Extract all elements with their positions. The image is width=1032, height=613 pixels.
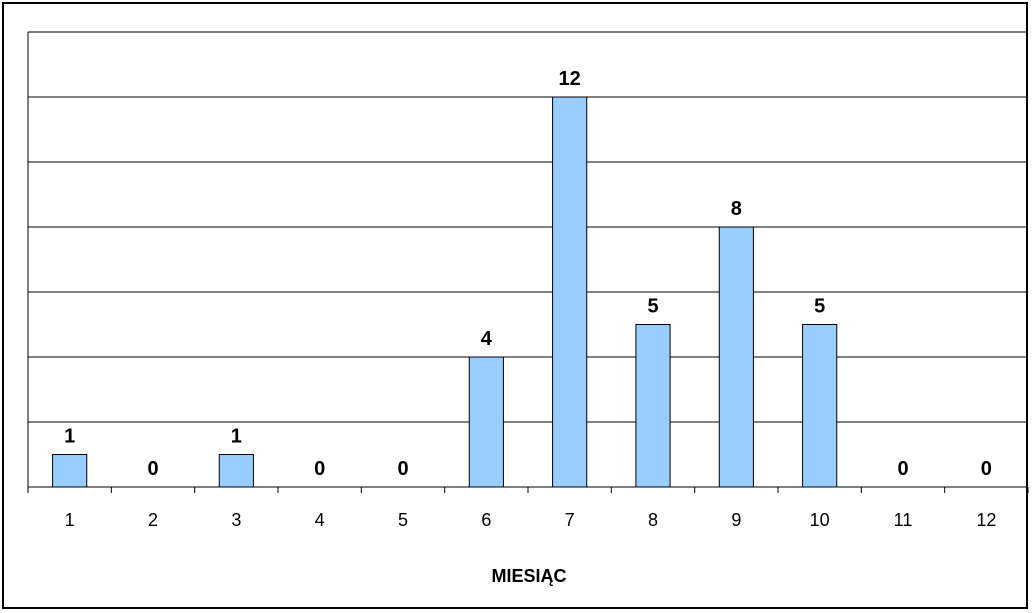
x-tick-label: 2 [148,510,158,530]
x-tick-label: 5 [398,510,408,530]
bar [635,324,671,488]
bars [52,96,838,488]
x-tick-label: 12 [976,510,996,530]
data-label: 0 [147,458,158,480]
data-label: 0 [981,458,992,480]
data-labels: 1 0 1 0 0 4 12 5 8 5 0 0 [64,68,992,480]
x-tick-label: 8 [648,510,658,530]
data-label: 0 [397,458,408,480]
gridlines [28,96,1028,423]
data-label: 5 [647,296,658,318]
x-tick-label: 1 [65,510,75,530]
bar [802,324,838,488]
data-label: 4 [481,328,493,350]
x-tick-label: 3 [231,510,241,530]
x-tick-label: 4 [315,510,325,530]
x-tick-label: 7 [565,510,575,530]
bar [218,454,254,488]
x-tick-label: 9 [731,510,741,530]
plot-frame [27,31,1028,487]
data-label: 0 [897,458,908,480]
data-label: 0 [314,458,325,480]
x-tick-labels: 1 2 3 4 5 6 7 8 9 10 11 12 [65,510,997,530]
x-axis-title: MIESIĄC [491,566,566,586]
data-label: 1 [231,426,242,448]
x-axis [27,486,1029,493]
x-tick-label: 6 [481,510,491,530]
x-tick-label: 11 [894,510,913,530]
bar [718,226,754,488]
data-label: 8 [731,198,742,220]
bar [468,356,504,488]
data-label: 12 [559,68,581,90]
data-label: 5 [814,296,825,318]
x-tick-label: 10 [810,510,830,530]
data-label: 1 [64,426,75,448]
bar [52,454,88,488]
bar [552,96,588,488]
